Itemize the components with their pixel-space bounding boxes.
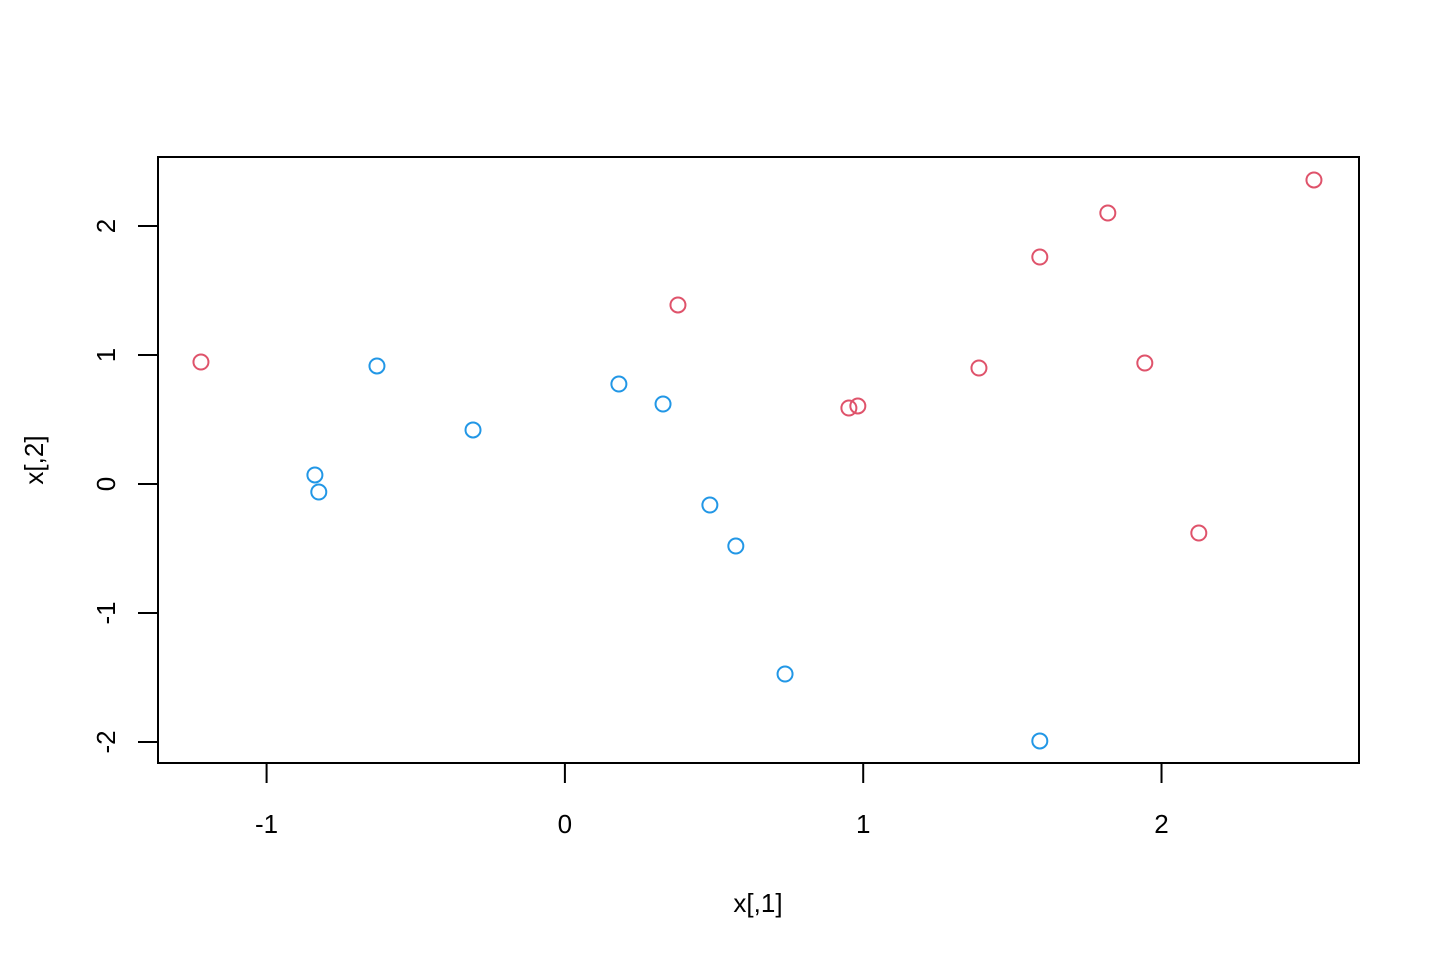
point (970, 359, 988, 377)
y-axis-label: x[,2] (19, 435, 49, 484)
point (192, 353, 210, 371)
x-tick-label: -1 (255, 809, 278, 839)
point (849, 397, 867, 415)
point (306, 466, 324, 484)
point (368, 357, 386, 375)
x-axis-label: x[,1] (733, 888, 782, 918)
point (464, 421, 482, 439)
point (1031, 732, 1049, 750)
plot-box (157, 156, 1360, 764)
point (669, 296, 687, 314)
x-tick-label: 2 (1154, 809, 1168, 839)
point (776, 665, 794, 683)
point (1099, 204, 1117, 222)
y-tick-label: 1 (91, 348, 121, 362)
y-tick-label: 2 (91, 219, 121, 233)
point (727, 537, 745, 555)
x-tick-label: 1 (856, 809, 870, 839)
point (654, 395, 672, 413)
point (1305, 171, 1323, 189)
point (1136, 354, 1154, 372)
y-tick-label: -1 (91, 601, 121, 624)
x-tick-label: 0 (558, 809, 572, 839)
y-tick-label: -2 (91, 730, 121, 753)
point (701, 496, 719, 514)
point (610, 375, 628, 393)
point (1031, 248, 1049, 266)
point (310, 483, 328, 501)
point (1190, 524, 1208, 542)
y-tick-label: 0 (91, 477, 121, 491)
point (840, 399, 858, 417)
